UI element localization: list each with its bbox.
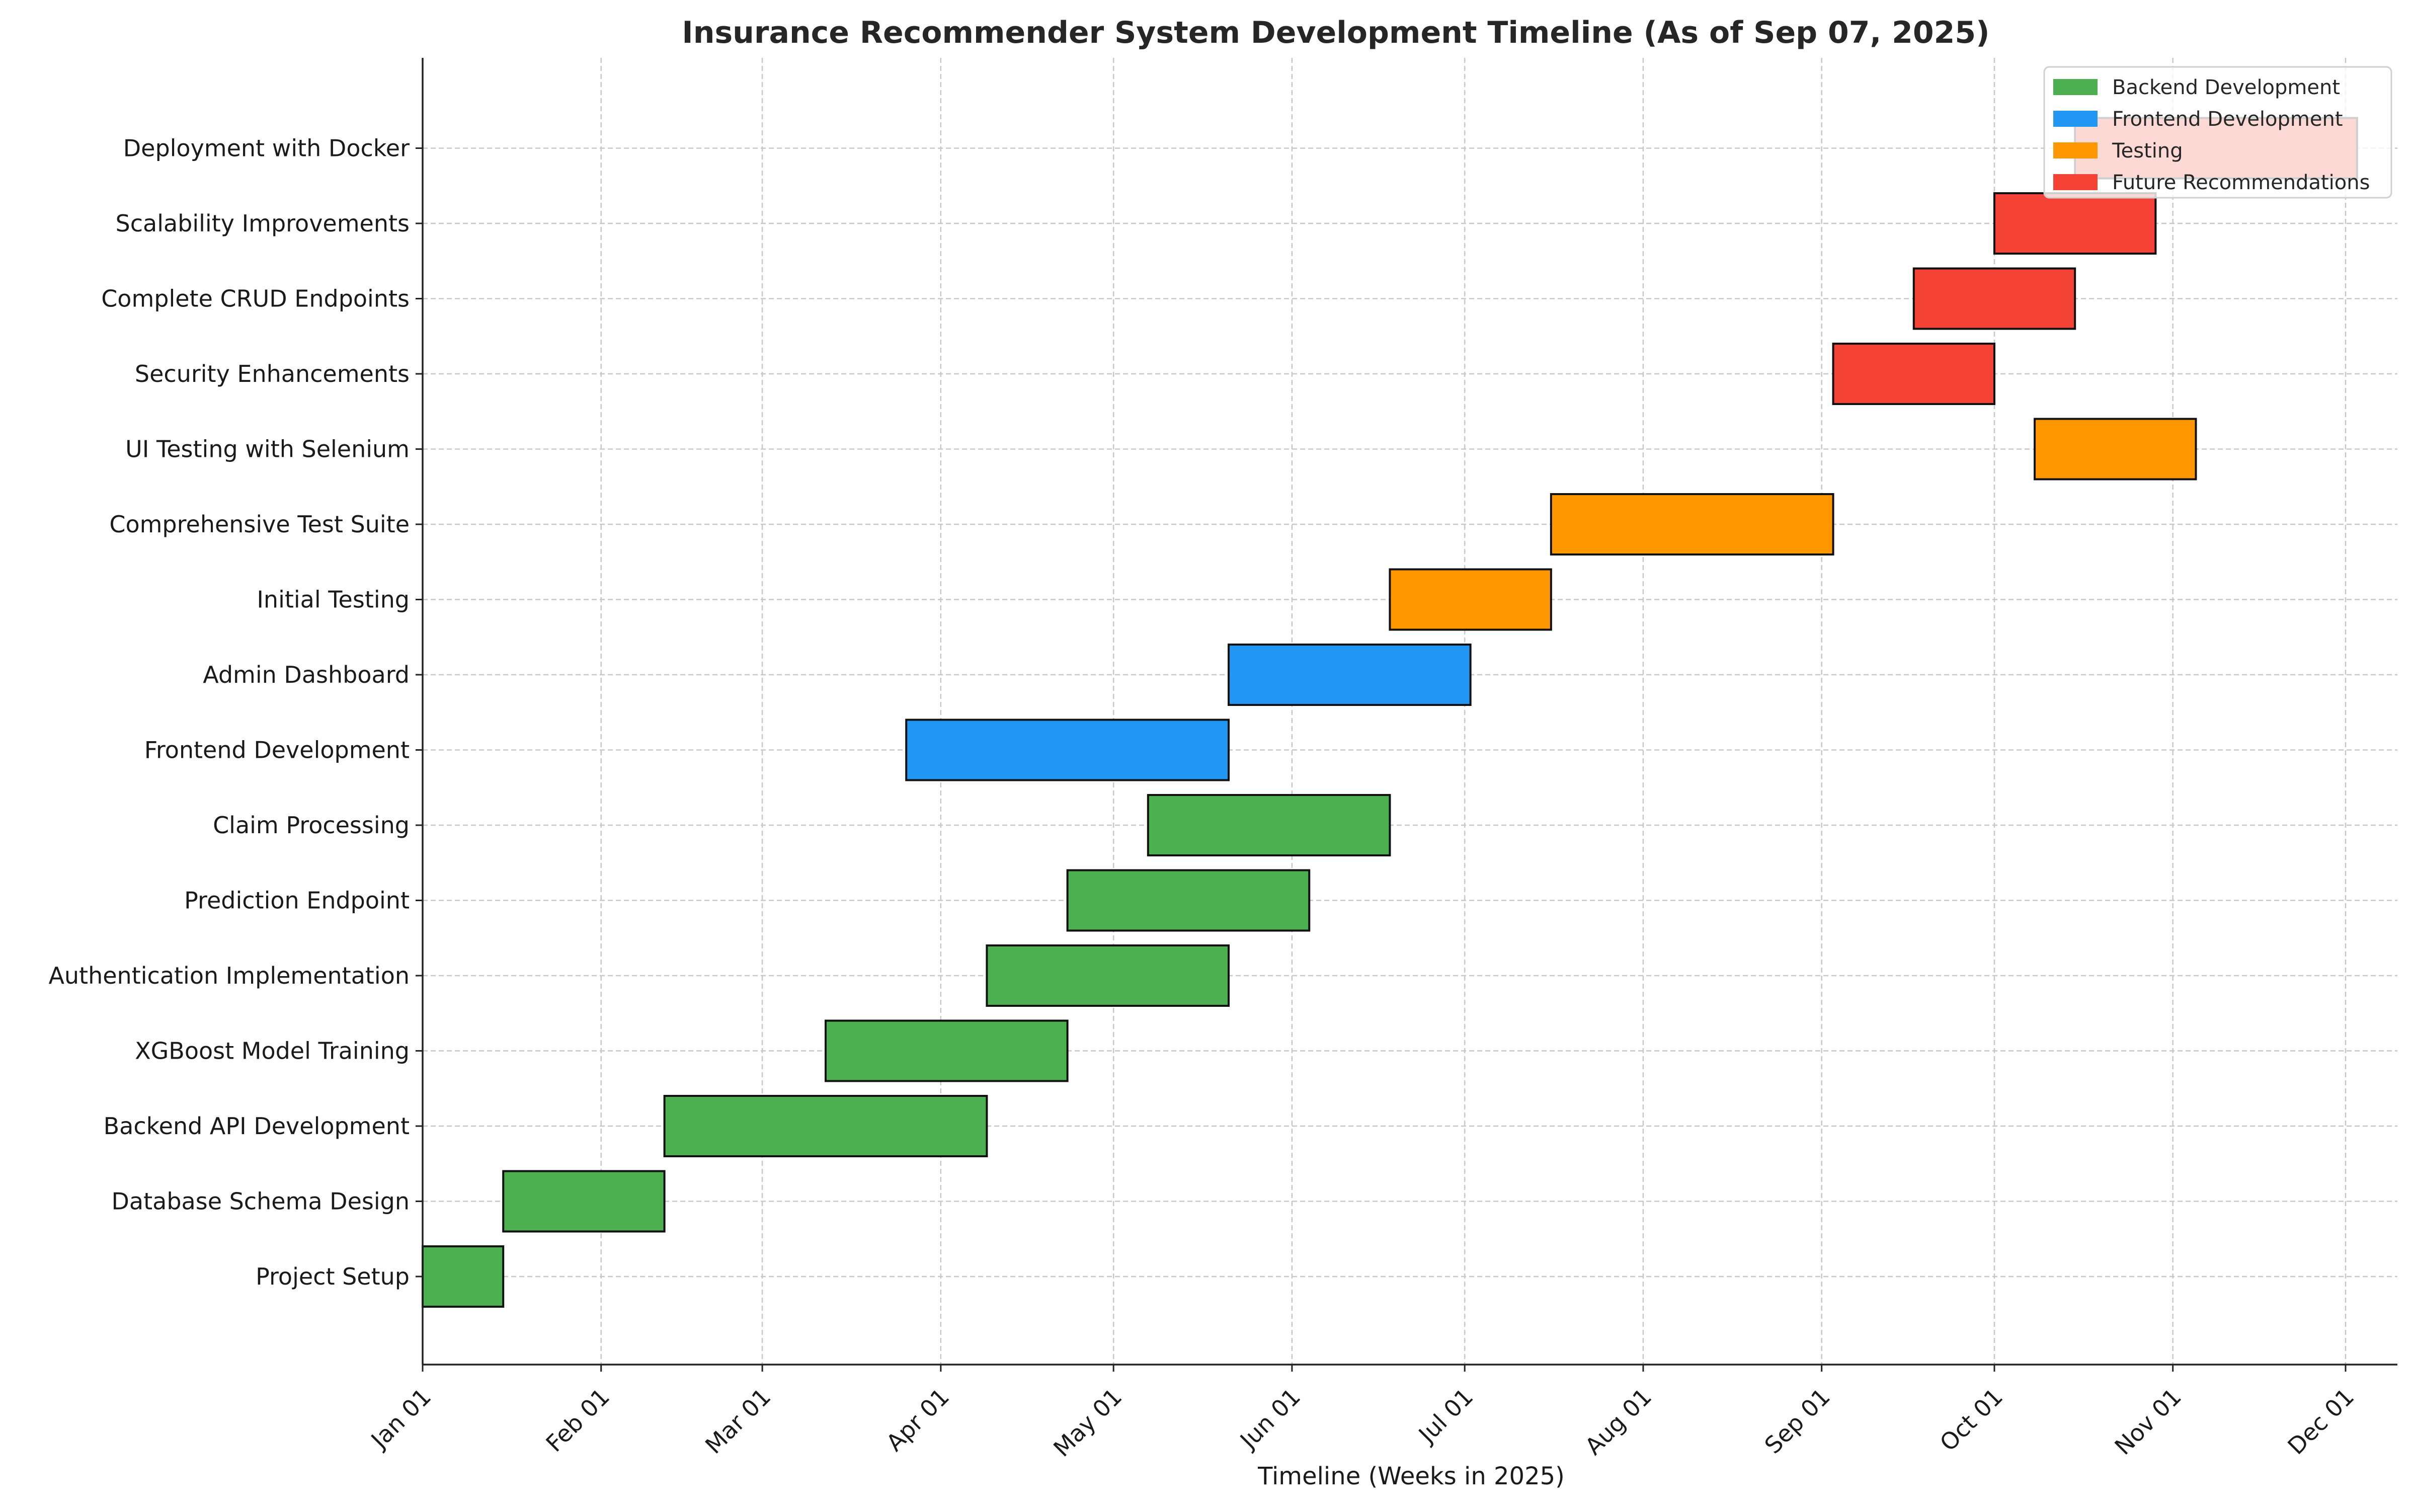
task-bar [1993, 192, 2157, 255]
legend-swatch [2053, 142, 2098, 158]
legend: Backend Development Frontend Development T… [2043, 66, 2392, 199]
legend-label: Testing [2112, 139, 2183, 163]
task-bar [1912, 267, 2076, 330]
y-tick-label: UI Testing with Selenium [125, 436, 410, 463]
x-tick-label: Jul 01 [1412, 1383, 1478, 1449]
task-bar [1228, 644, 1472, 706]
x-tick-label: Dec 01 [2282, 1383, 2359, 1460]
x-tick-label: May 01 [1048, 1383, 1127, 1462]
chart-title: Insurance Recommender System Development… [682, 15, 1989, 50]
x-tick-label: Mar 01 [700, 1383, 776, 1459]
y-tick-label: XGBoost Model Training [135, 1038, 410, 1065]
y-tick-label: Initial Testing [257, 586, 410, 613]
legend-label: Future Recommendations [2112, 171, 2370, 194]
y-tick-label: Prediction Endpoint [184, 887, 410, 914]
y-tick-label: Database Schema Design [112, 1188, 410, 1215]
y-tick-label: Admin Dashboard [203, 661, 410, 688]
bar-layer [422, 117, 2358, 1308]
x-tick-label: Oct 01 [1935, 1383, 2008, 1456]
task-bar [663, 1095, 988, 1157]
task-bar [1389, 568, 1552, 631]
x-axis-label: Timeline (Weeks in 2025) [1257, 1462, 1565, 1490]
y-tick-label: Backend API Development [104, 1112, 410, 1140]
y-tick-label: Project Setup [256, 1263, 410, 1290]
task-bar [905, 719, 1230, 781]
task-bar [825, 1019, 1069, 1082]
legend-label: Backend Development [2112, 76, 2340, 99]
y-tick-label: Deployment with Docker [123, 135, 410, 162]
task-bar [1147, 794, 1391, 856]
x-tick-label: Apr 01 [881, 1383, 954, 1456]
legend-label: Frontend Development [2112, 108, 2343, 131]
task-bar [1550, 493, 1834, 555]
x-tick-label: Jan 01 [365, 1383, 436, 1454]
task-bar [422, 1245, 505, 1308]
x-tick-label: Aug 01 [1580, 1383, 1657, 1460]
x-tick-label: Jun 01 [1234, 1383, 1306, 1455]
y-tick-label: Security Enhancements [135, 360, 410, 387]
y-tick-label: Authentication Implementation [48, 962, 410, 989]
task-bar [502, 1170, 666, 1233]
task-bar [1832, 343, 1995, 405]
y-tick-label: Frontend Development [144, 737, 410, 764]
legend-swatch [2053, 174, 2098, 190]
x-tick-label: Sep 01 [1759, 1383, 1835, 1459]
x-tick-label: Feb 01 [540, 1383, 615, 1457]
y-tick-label: Scalability Improvements [116, 210, 410, 237]
task-bar [986, 944, 1230, 1007]
legend-box [2043, 66, 2392, 199]
task-bar [2034, 418, 2197, 481]
y-tick-label: Complete CRUD Endpoints [101, 285, 410, 312]
y-tick-label: Comprehensive Test Suite [109, 511, 410, 538]
y-tick-label: Claim Processing [213, 812, 410, 839]
legend-swatch [2053, 111, 2098, 127]
task-bar [1066, 869, 1311, 932]
x-tick-label: Nov 01 [2110, 1383, 2187, 1460]
legend-swatch [2053, 79, 2098, 95]
